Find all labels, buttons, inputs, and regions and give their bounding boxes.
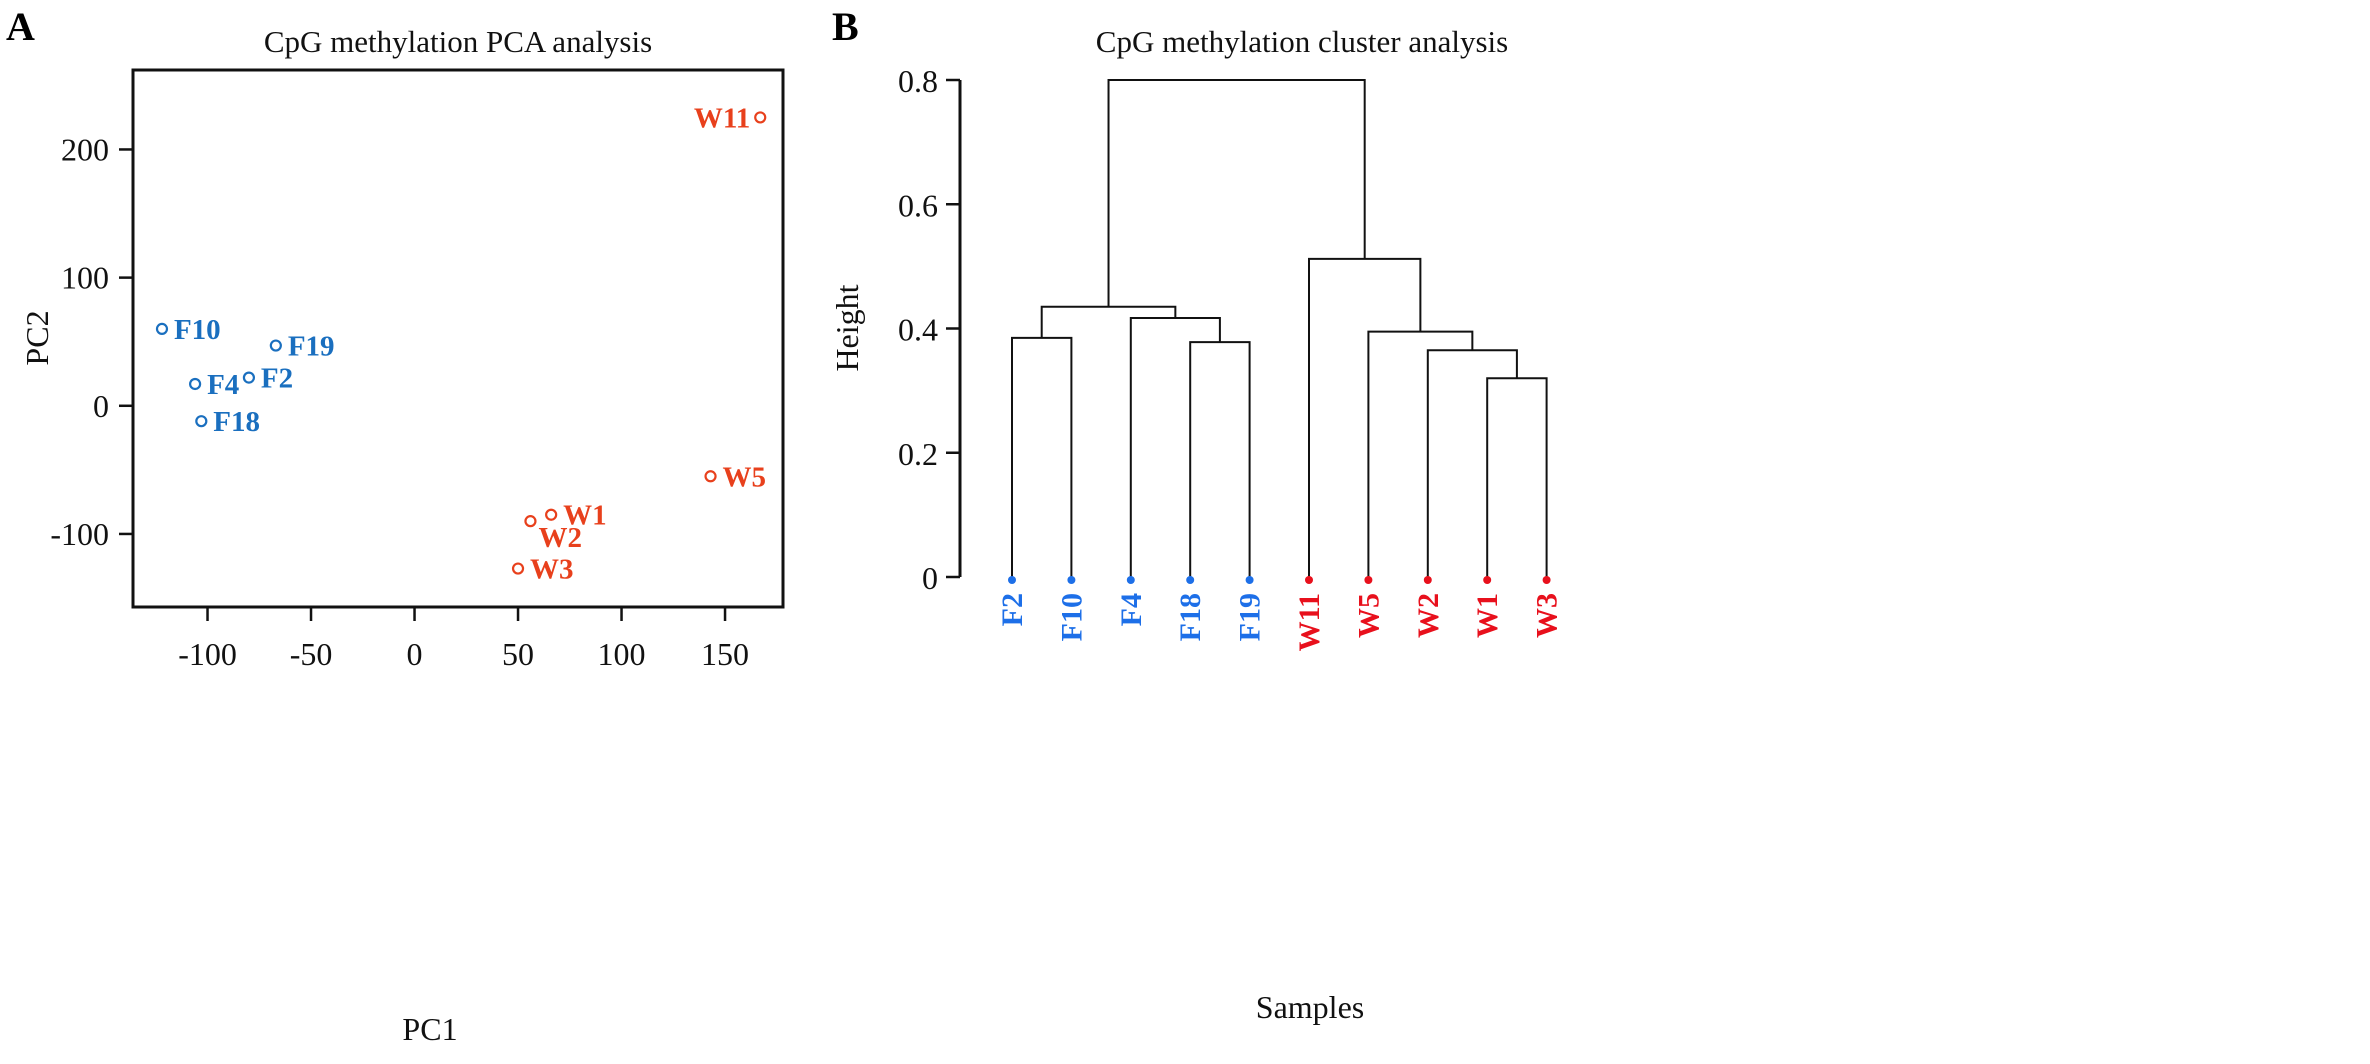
pca-point-f19 xyxy=(269,339,282,352)
leaf-dot-f4 xyxy=(1126,576,1135,584)
leaf-label-f18: F18 xyxy=(1174,593,1207,641)
leaf-dot-w2 xyxy=(1423,576,1432,584)
leaf-label-f2: F2 xyxy=(996,593,1029,626)
leaf-dot-f10 xyxy=(1067,576,1076,584)
dendrogram-y-tick-label: 0.8 xyxy=(898,63,938,99)
pca-point-label-w11: W11 xyxy=(694,102,750,134)
panel-letter-a: A xyxy=(6,4,35,49)
pca-panel: A CpG methylation PCA analysis -100 -50 0 5… xyxy=(6,4,785,1047)
leaf-label-w1: W1 xyxy=(1471,593,1504,638)
pca-point-label-w3: W3 xyxy=(530,554,574,586)
pca-point-w11 xyxy=(754,111,767,124)
pca-x-tick-label: -50 xyxy=(290,636,333,672)
pca-x-axis-label: PC1 xyxy=(402,1011,457,1047)
dendrogram-y-tick-label: 0.6 xyxy=(898,187,938,223)
pca-y-tick-label: -100 xyxy=(50,516,109,552)
dendrogram-links xyxy=(1011,79,1548,577)
dendrogram-link-m1 xyxy=(1011,336,1073,577)
dendrogram-link-m7 xyxy=(1367,330,1474,577)
dendrogram-link-m8 xyxy=(1308,257,1422,577)
pca-point-label-w5: W5 xyxy=(723,461,767,493)
dendrogram-link-m3 xyxy=(1129,316,1221,577)
dendrogram-leaves: F2 F10 F4 F18 F19 W11 W5 W2 W1 W3 xyxy=(996,576,1564,651)
pca-point-f10 xyxy=(155,322,169,335)
leaf-label-w3: W3 xyxy=(1531,593,1564,638)
dendrogram-link-m4 xyxy=(1040,305,1177,338)
leaf-dot-f2 xyxy=(1008,576,1016,584)
dendrogram-link-m5 xyxy=(1486,377,1548,577)
dendrogram-y-tick-label: 0.2 xyxy=(898,436,938,472)
dendrogram-y-tick-label: 0 xyxy=(922,560,938,596)
pca-point-w2 xyxy=(524,515,537,528)
pca-x-tick-label: 50 xyxy=(502,636,534,672)
dendrogram-y-ticks: 0 0.2 0.4 0.6 0.8 xyxy=(898,63,960,596)
panel-letter-b: B xyxy=(832,4,859,49)
pca-point-f18 xyxy=(195,415,208,428)
dendrogram-y-axis-label: Height xyxy=(829,284,865,371)
pca-point-label-f4: F4 xyxy=(207,369,239,401)
pca-plot-frame xyxy=(131,68,785,609)
leaf-label-w5: W5 xyxy=(1352,593,1385,638)
dendrogram-y-tick-label: 0.4 xyxy=(898,312,938,348)
dendrogram-link-m2 xyxy=(1189,341,1251,577)
pca-point-w3 xyxy=(511,562,525,575)
pca-x-tick-label: 100 xyxy=(598,636,646,672)
pca-y-tick-label: 200 xyxy=(61,131,109,167)
pca-x-tick-label: -100 xyxy=(178,636,237,672)
pca-point-label-f18: F18 xyxy=(213,406,260,438)
dendrogram-panel: B CpG methylation cluster analysis 00.20… xyxy=(829,4,1564,1025)
leaf-dot-f18 xyxy=(1186,576,1195,584)
pca-point-label-f2: F2 xyxy=(261,363,293,395)
pca-title: CpG methylation PCA analysis xyxy=(264,24,652,59)
pca-x-ticks: -100 -50 0 50 100 150 xyxy=(178,607,749,672)
pca-point-label-f19: F19 xyxy=(288,331,335,363)
pca-point-w5 xyxy=(704,470,717,483)
pca-y-tick-label: 0 xyxy=(93,388,109,424)
pca-point-label-f10: F10 xyxy=(174,314,221,346)
pca-y-tick-label: 100 xyxy=(61,260,109,296)
pca-y-ticks: -100 0 100 200 xyxy=(50,131,133,552)
leaf-dot-f19 xyxy=(1245,576,1254,584)
dendrogram-link-m9 xyxy=(1107,79,1366,307)
leaf-label-w11: W11 xyxy=(1293,593,1326,651)
pca-point-label-w2: W2 xyxy=(538,522,582,554)
pca-y-axis-label: PC2 xyxy=(19,310,55,365)
pca-point-label-w1: W1 xyxy=(563,500,607,532)
dendrogram-link-m6 xyxy=(1426,349,1518,577)
pca-point-f2 xyxy=(242,371,256,384)
leaf-label-f4: F4 xyxy=(1115,593,1148,626)
dendrogram-x-axis-label: Samples xyxy=(1256,989,1364,1025)
leaf-dot-w3 xyxy=(1542,576,1551,584)
leaf-dot-w1 xyxy=(1483,576,1492,584)
leaf-dot-w11 xyxy=(1305,576,1313,584)
leaf-label-f10: F10 xyxy=(1055,593,1088,641)
pca-point-w1 xyxy=(545,508,558,521)
leaf-label-w2: W2 xyxy=(1412,593,1445,638)
leaf-dot-w5 xyxy=(1364,576,1373,584)
pca-x-tick-label: 0 xyxy=(407,636,423,672)
pca-point-f4 xyxy=(189,377,202,391)
pca-x-tick-label: 150 xyxy=(701,636,749,672)
dendrogram-title: CpG methylation cluster analysis xyxy=(1096,24,1508,59)
leaf-label-f19: F19 xyxy=(1234,593,1267,641)
